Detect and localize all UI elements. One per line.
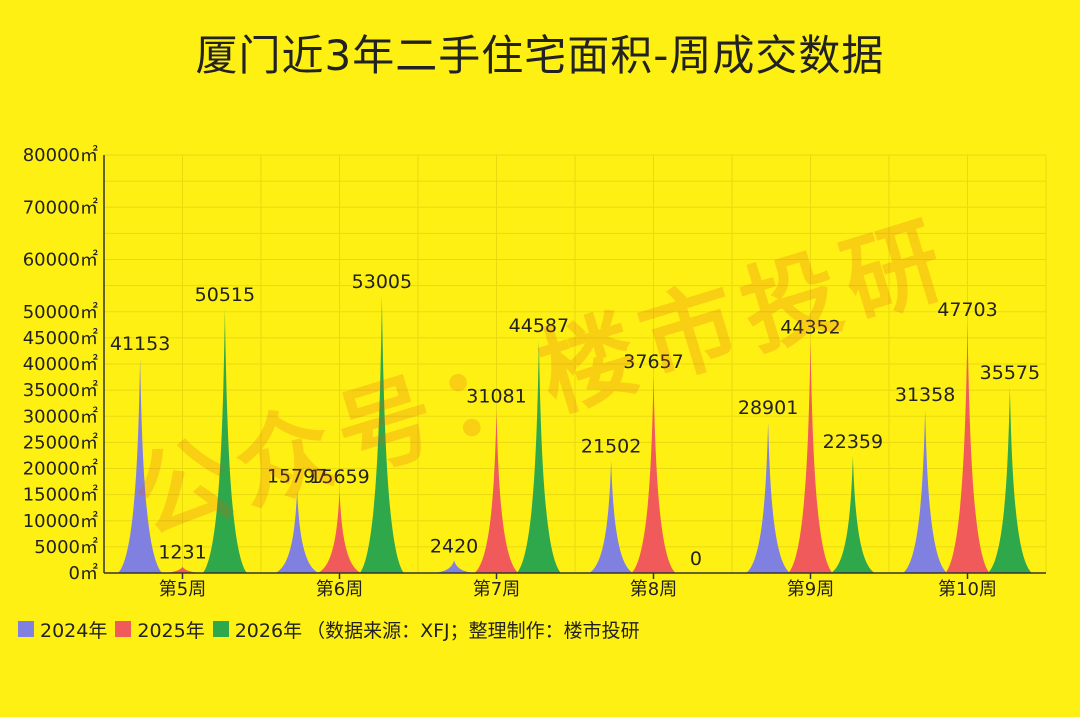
data-label: 47703 xyxy=(937,299,997,321)
x-tick-label: 第10周 xyxy=(938,579,997,600)
legend-item-2025[interactable]: 2025年 xyxy=(115,616,205,643)
y-tick-label: 30000㎡ xyxy=(23,405,98,427)
legend: 2024年 2025年 2026年 （数据来源：XFJ；整理制作：楼市投研 xyxy=(18,616,648,642)
x-tick-label: 第8周 xyxy=(630,579,677,600)
source-note: （数据来源：XFJ；整理制作：楼市投研 xyxy=(306,619,640,642)
x-tick-label: 第9周 xyxy=(787,579,834,600)
chart-title: 厦门近3年二手住宅面积-周成交数据 xyxy=(195,31,885,80)
area-spike-2025年-第10周 xyxy=(945,323,990,573)
y-tick-label: 45000㎡ xyxy=(23,327,98,349)
y-tick-label: 70000㎡ xyxy=(23,196,98,218)
y-tick-label: 40000㎡ xyxy=(23,353,98,375)
y-tick-label: 5000㎡ xyxy=(34,536,98,558)
area-spike-2024年-第9周 xyxy=(746,421,791,573)
data-label: 2420 xyxy=(430,535,478,557)
legend-swatch-2026 xyxy=(212,621,229,637)
data-label: 31358 xyxy=(895,384,955,406)
data-label: 44352 xyxy=(780,316,840,338)
y-tick-label: 20000㎡ xyxy=(23,458,98,480)
y-axis: 0㎡ 5000㎡ 10000㎡ 15000㎡ 20000㎡ 25000㎡ 30000㎡ 350… xyxy=(23,144,105,584)
area-spike-2024年-第6周 xyxy=(275,490,320,573)
area-spike-2025年-第6周 xyxy=(317,491,362,573)
legend-label-2024: 2024年 xyxy=(40,619,108,642)
data-label: 22359 xyxy=(823,431,883,453)
y-tick-label: 35000㎡ xyxy=(23,379,98,401)
area-spike-2025年-第8周 xyxy=(631,376,676,573)
area-spike-2026年-第6周 xyxy=(359,296,404,573)
y-tick-label: 0㎡ xyxy=(69,562,98,584)
data-label: 15797 xyxy=(267,465,327,487)
area-spike-2025年-第9周 xyxy=(788,341,833,573)
x-axis: 第5周 第6周 第7周 第8周 第9周 第10周 xyxy=(104,572,1046,600)
y-tick-label: 80000㎡ xyxy=(23,144,98,166)
data-label: 31081 xyxy=(466,386,526,408)
area-spike-2026年-第10周 xyxy=(987,387,1032,573)
data-label: 41153 xyxy=(110,333,170,355)
data-label: 0 xyxy=(690,548,702,570)
legend-item-2024[interactable]: 2024年 xyxy=(18,616,107,643)
area-spike-2024年-第7周 xyxy=(432,560,477,573)
data-label: 37657 xyxy=(623,351,683,373)
legend-swatch-2024 xyxy=(18,621,34,637)
y-tick-label: 10000㎡ xyxy=(23,510,98,532)
y-tick-label: 60000㎡ xyxy=(23,249,98,271)
y-tick-label: 50000㎡ xyxy=(23,301,98,323)
data-label: 1231 xyxy=(158,542,206,564)
data-label: 35575 xyxy=(980,362,1040,384)
area-spike-2024年-第8周 xyxy=(589,460,634,573)
area-chart: 0㎡ 5000㎡ 10000㎡ 15000㎡ 20000㎡ 25000㎡ 30000㎡ 350… xyxy=(23,144,1047,600)
area-spike-2026年-第5周 xyxy=(202,309,247,573)
y-tick-label: 15000㎡ xyxy=(23,484,98,506)
grid-lines xyxy=(103,154,1047,574)
legend-swatch-2025 xyxy=(115,621,132,637)
data-label: 28901 xyxy=(738,397,798,419)
x-tick-label: 第5周 xyxy=(159,579,206,600)
series-areas xyxy=(118,296,1032,573)
x-tick-label: 第7周 xyxy=(473,579,520,600)
area-spike-2024年-第5周 xyxy=(118,357,163,573)
legend-item-2026[interactable]: 2026年 （数据来源：XFJ；整理制作：楼市投研 xyxy=(212,616,640,643)
data-label: 21502 xyxy=(581,436,641,458)
data-label: 50515 xyxy=(195,284,255,306)
x-tick-label: 第6周 xyxy=(316,579,363,600)
data-label: 15659 xyxy=(309,466,369,488)
area-spike-2025年-第7周 xyxy=(474,410,519,573)
legend-label-2026: 2026年 xyxy=(234,619,303,642)
data-label: 53005 xyxy=(352,271,412,293)
area-spike-2026年-第9周 xyxy=(830,456,875,573)
y-tick-label: 25000㎡ xyxy=(23,431,98,453)
area-spike-2025年-第5周 xyxy=(160,566,205,573)
area-spike-2024年-第10周 xyxy=(903,409,948,573)
data-label: 44587 xyxy=(509,315,569,337)
area-spike-2026年-第7周 xyxy=(516,340,561,573)
legend-label-2025: 2025年 xyxy=(137,619,205,642)
